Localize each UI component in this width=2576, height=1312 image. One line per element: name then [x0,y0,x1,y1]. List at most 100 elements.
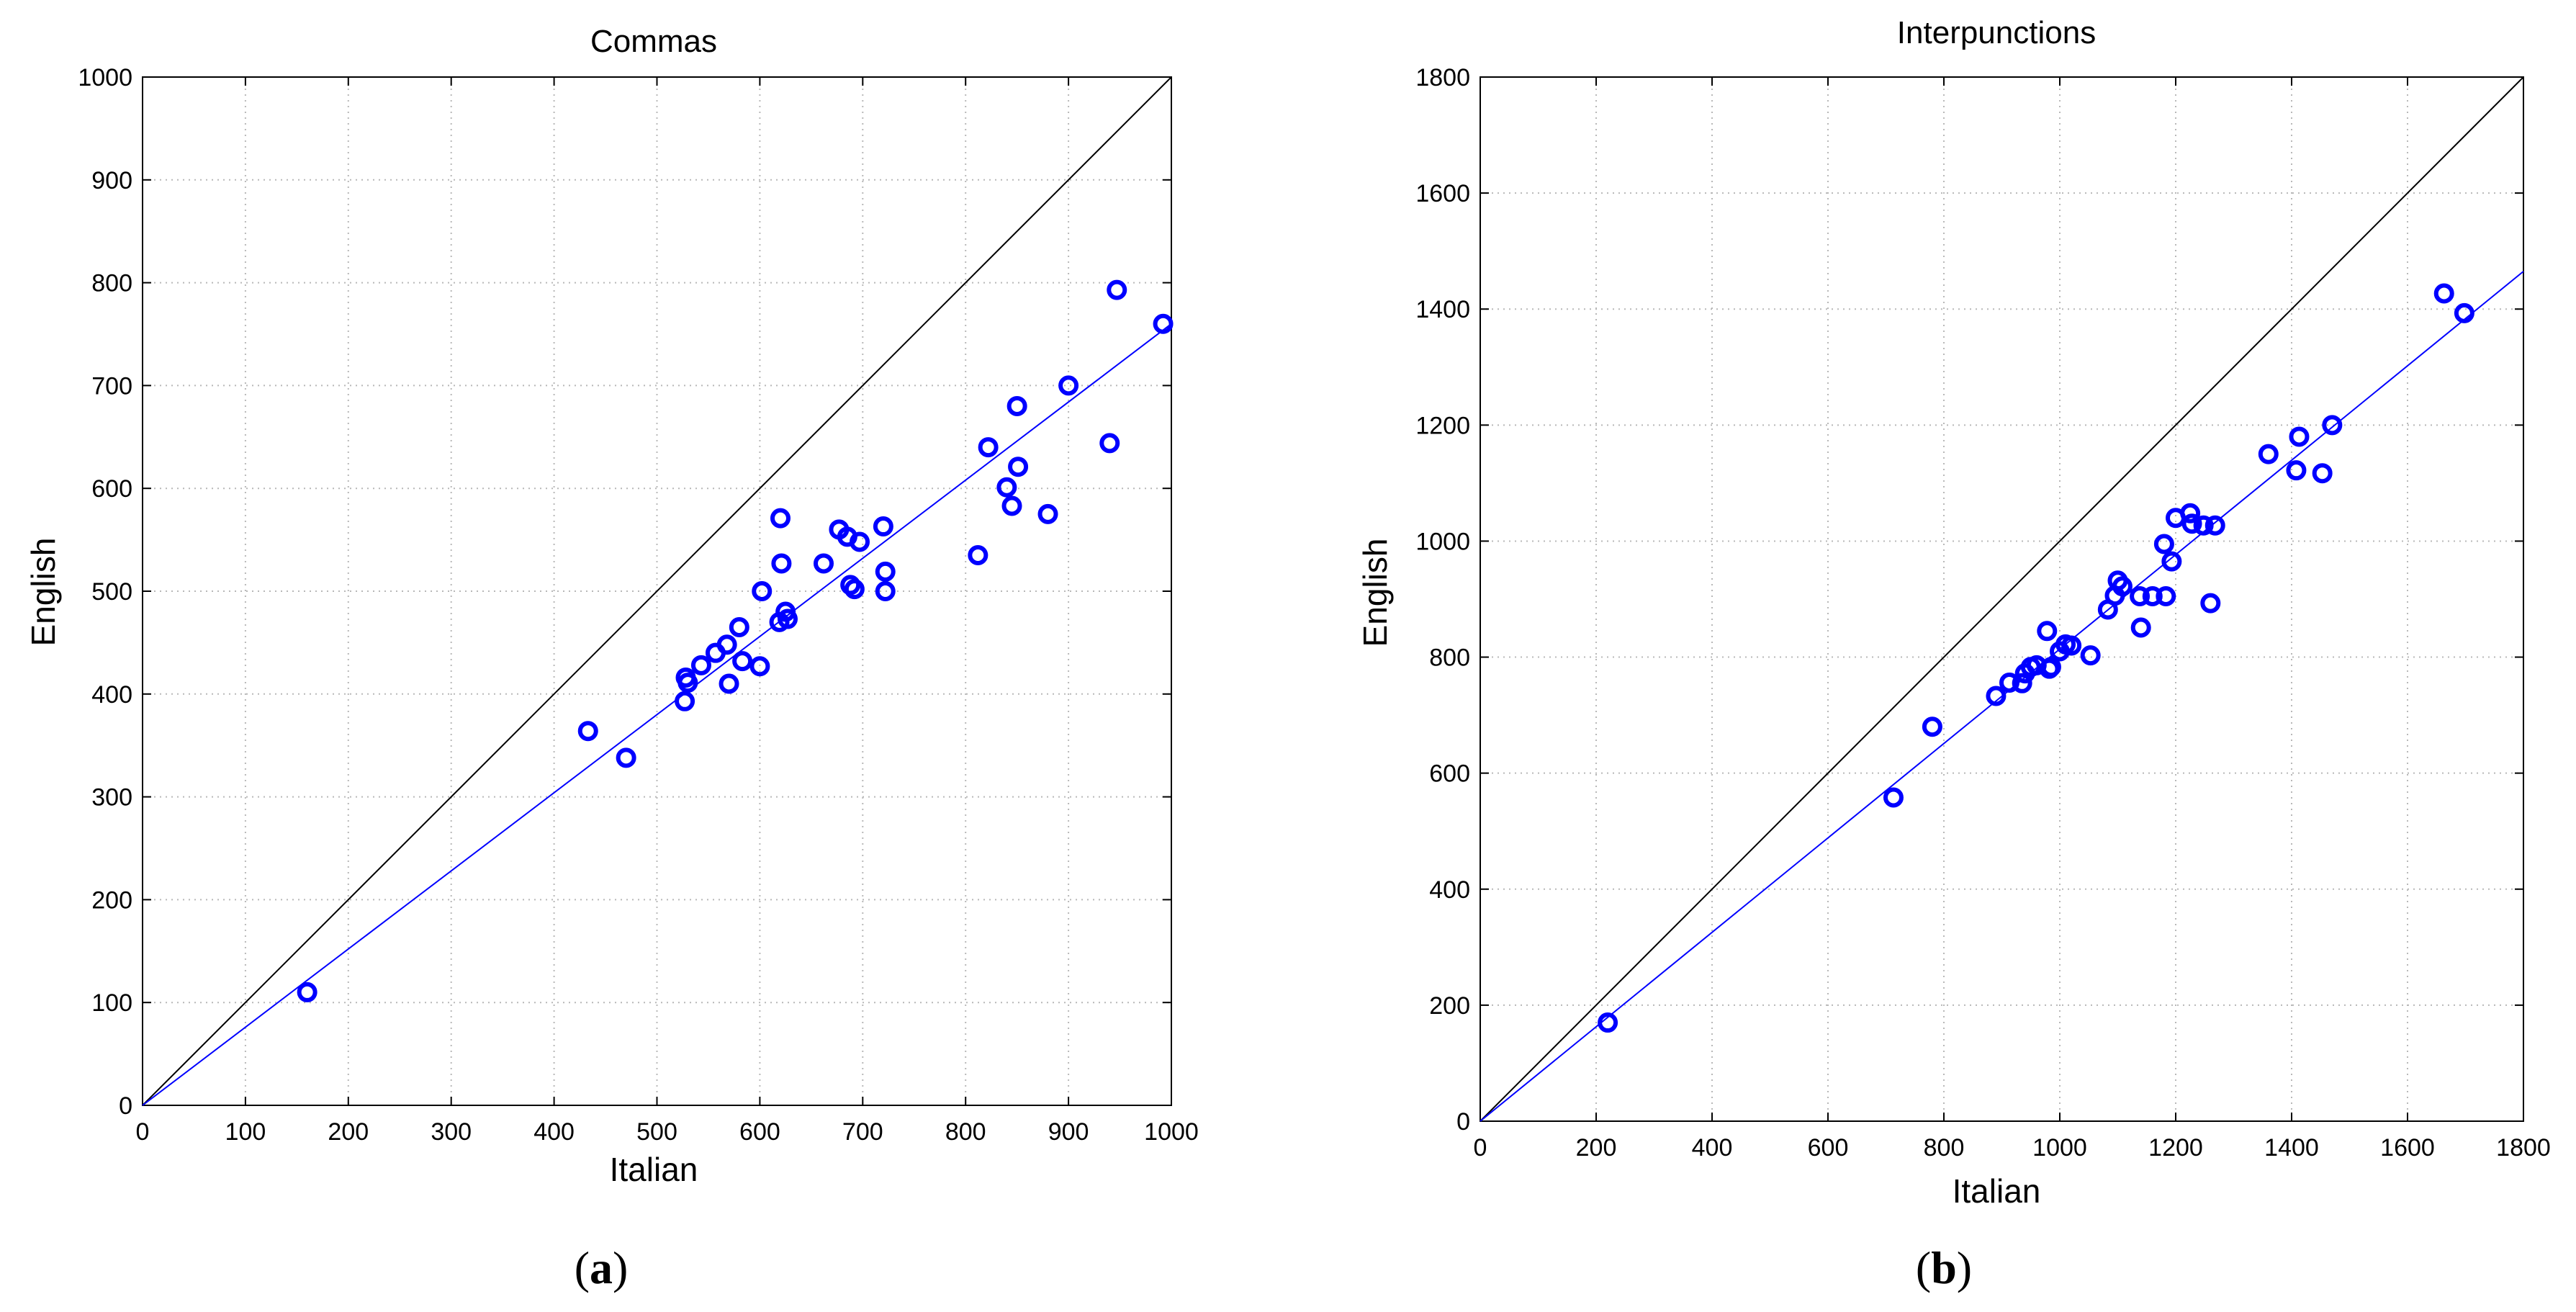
y-axis-label: English [24,538,62,647]
scatter-point [1008,457,1029,477]
x-tick-label: 500 [636,1118,677,1146]
x-tick-label: 600 [1808,1134,1849,1162]
x-tick-label: 400 [1692,1134,1733,1162]
scatter-point [813,553,834,574]
scatter-point [1986,686,2007,706]
x-tick-label: 700 [842,1118,883,1146]
scatter-point [1107,279,1127,300]
scatter-point [2180,503,2201,524]
y-axis-label: English [1356,539,1394,647]
scatter-point [873,516,893,537]
scatter-point [875,581,896,601]
scatter-point [771,553,792,574]
scatter-point [752,581,773,601]
scatter-point [716,634,737,655]
identity-line [1480,76,2524,1122]
scatter-point [2156,585,2176,606]
x-tick-label: 200 [1576,1134,1617,1162]
scatter-point [732,651,753,672]
y-tick-label: 1000 [1415,528,1470,555]
scatter-point [2205,515,2225,536]
scatter-point [2130,585,2151,606]
y-tick-label: 0 [1456,1108,1470,1136]
scatter-point [996,477,1017,498]
x-tick-label: 300 [431,1118,472,1146]
x-tick-label: 900 [1048,1118,1089,1146]
scatter-point [875,561,896,582]
scatter-point [1058,375,1079,396]
x-tick-label: 100 [225,1118,266,1146]
scatter-point [2286,460,2307,481]
y-tick-label: 100 [91,989,132,1017]
scatter-point [1006,395,1027,416]
scatter-point [2130,617,2151,638]
x-tick-label: 1000 [1144,1118,1199,1146]
x-tick-label: 0 [1474,1134,1487,1162]
y-tick-label: 1000 [78,64,132,91]
x-tick-label: 800 [1924,1134,1965,1162]
scatter-point [2161,551,2182,572]
scatter-point [2433,283,2454,304]
scatter-point [840,575,861,596]
scatter-point [616,747,636,768]
scatter-point [1001,495,1022,516]
y-tick-label: 1400 [1415,296,1470,323]
x-tick-label: 1200 [2148,1134,2203,1162]
scatter-point [677,673,698,693]
scatter-point [844,579,865,600]
scatter-point [2037,621,2058,642]
y-tick-label: 400 [91,681,132,709]
scatter-point [978,437,999,458]
scatter-point [1999,673,2019,693]
scatter-point [1883,787,1904,808]
chart-panel-interpunctions: Interpunctions Italian English (b) 0 200 4… [1356,15,2551,1293]
scatter-point [2012,673,2032,693]
scatter-point [1037,503,1058,524]
panel-caption: (b) [1916,1242,1972,1293]
x-tick-label: 800 [945,1118,986,1146]
scatter-point [2312,463,2333,484]
scatter-point [2200,593,2221,614]
y-tick-label: 700 [91,372,132,400]
x-tick-label: 200 [328,1118,369,1146]
scatter-point [777,608,798,629]
y-tick-label: 200 [91,886,132,914]
scatter-point [850,531,870,552]
y-tick-label: 600 [91,475,132,503]
y-tick-label: 500 [91,578,132,606]
x-tick-label: 1600 [2380,1134,2435,1162]
scatter-point [2258,444,2279,464]
x-axis-label: Italian [610,1151,698,1188]
y-tick-label: 300 [91,784,132,812]
y-tick-label: 0 [119,1092,132,1120]
plot-area: 0 200 400 600 800 1000 1200 1400 1600 1800 0 200 400… [1415,64,2550,1162]
scatter-point [1922,716,1942,737]
y-tick-label: 200 [1429,992,1470,1020]
y-tick-label: 800 [91,270,132,297]
y-tick-label: 1200 [1415,412,1470,439]
scatter-point [1099,433,1120,454]
x-axis-label: Italian [1953,1172,2041,1210]
scatter-point [690,655,711,675]
scatter-point [675,691,695,711]
scatter-point [749,656,770,677]
scatter-point [2040,657,2061,678]
scatter-point [1153,313,1174,334]
chart-title: Commas [590,24,717,59]
scatter-point [2112,576,2133,597]
scatter-point [719,673,739,694]
x-tick-label: 600 [739,1118,780,1146]
scatter-point [2193,515,2214,536]
y-tick-label: 900 [91,167,132,194]
scatter-point [770,508,791,529]
scatter-point [2142,585,2163,606]
y-tick-label: 1800 [1415,64,1470,91]
scatter-point [2454,302,2474,323]
x-tick-label: 400 [533,1118,575,1146]
scatter-point [1598,1012,1618,1033]
y-tick-label: 600 [1429,760,1470,788]
scatter-point [2153,534,2174,554]
y-tick-label: 400 [1429,876,1470,904]
scatter-point [297,981,318,1002]
